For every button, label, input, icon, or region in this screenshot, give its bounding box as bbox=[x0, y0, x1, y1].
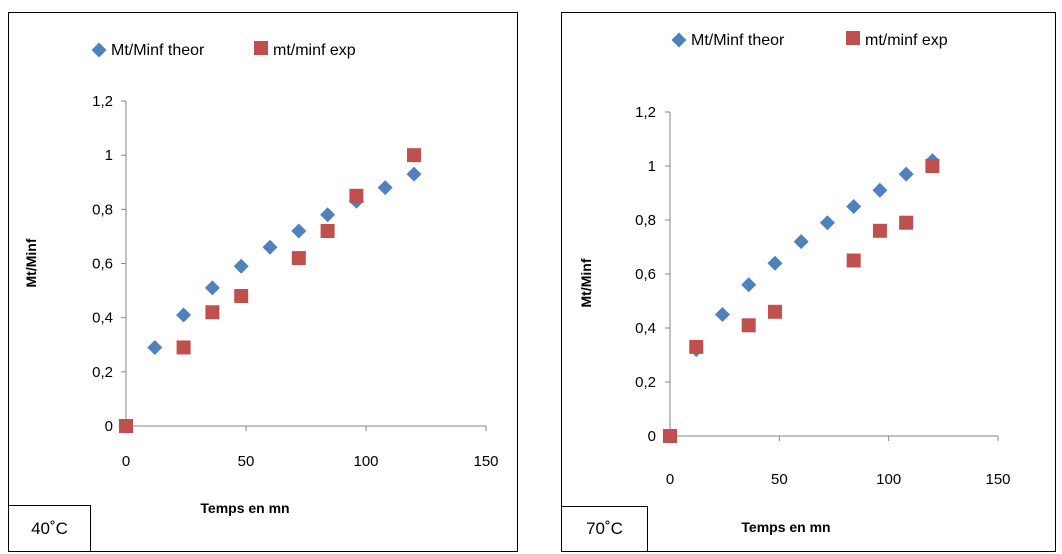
exp-data-point bbox=[119, 419, 133, 433]
theor-data-point bbox=[377, 180, 393, 196]
exp-data-point bbox=[320, 224, 335, 238]
legend-exp-label: mt/minf exp bbox=[865, 32, 948, 49]
y-tick-label: 0,8 bbox=[92, 201, 113, 218]
y-axis-title: Mt/Minf bbox=[23, 238, 39, 287]
theor-data-point bbox=[262, 239, 278, 255]
chart-svg-right: 0 0,2 0,4 0,6 0,8 1 1,2 0 50 100 150 Temps en mn Mt/… bbox=[578, 31, 1011, 535]
y-tick-label: 1 bbox=[105, 147, 113, 164]
exp-data-point bbox=[741, 318, 756, 333]
exp-data-point bbox=[291, 251, 306, 266]
x-tick-label: 150 bbox=[473, 453, 498, 470]
theor-data-point bbox=[846, 199, 862, 214]
legend-exp-marker bbox=[254, 41, 268, 55]
theor-data-point bbox=[767, 255, 783, 271]
legend-theor-marker bbox=[671, 32, 687, 48]
exp-data-point bbox=[663, 429, 677, 443]
y-tick-label: 0,2 bbox=[92, 364, 113, 381]
x-tick-label: 50 bbox=[238, 453, 255, 470]
exp-data-point bbox=[205, 305, 220, 320]
x-tick-label: 50 bbox=[771, 471, 788, 488]
theor-data-point bbox=[741, 277, 757, 293]
exp-data-point bbox=[767, 304, 782, 319]
exp-data-point bbox=[407, 148, 421, 163]
exp-data-point bbox=[846, 253, 861, 268]
theor-data-point bbox=[819, 215, 835, 231]
legend-theor-label: Mt/Minf theor bbox=[691, 32, 785, 49]
exp-data-point bbox=[176, 340, 191, 355]
y-tick-label: 0 bbox=[648, 428, 656, 445]
chart-panel-70c: 0 0,2 0,4 0,6 0,8 1 1,2 0 50 100 150 Temps en mn Mt/… bbox=[561, 12, 1056, 552]
x-axis-title: Temps en mn bbox=[200, 500, 289, 516]
x-tick-label: 100 bbox=[353, 453, 378, 470]
y-tick-label: 0,4 bbox=[92, 310, 113, 327]
exp-data-point bbox=[234, 289, 249, 303]
exp-data-point bbox=[349, 188, 364, 203]
y-tick-label: 0,4 bbox=[635, 320, 656, 337]
theor-data-point bbox=[147, 339, 163, 355]
x-tick-label: 100 bbox=[876, 471, 901, 488]
y-tick-label: 1 bbox=[648, 158, 656, 175]
theor-data-point bbox=[872, 182, 888, 198]
theor-data-point bbox=[406, 166, 422, 182]
exp-data-point bbox=[925, 159, 940, 173]
exp-data-point bbox=[689, 339, 704, 354]
temperature-label: 40˚C bbox=[31, 518, 68, 538]
y-tick-label: 1,2 bbox=[635, 104, 656, 121]
theor-data-point bbox=[176, 307, 192, 323]
y-tick-label: 0 bbox=[105, 418, 113, 435]
theor-data-point bbox=[898, 166, 914, 182]
y-tick-label: 0,6 bbox=[92, 256, 113, 273]
exp-data-point bbox=[872, 223, 887, 238]
exp-data-point bbox=[899, 215, 914, 230]
theor-data-point bbox=[714, 307, 730, 322]
y-tick-label: 1,2 bbox=[92, 93, 113, 110]
x-tick-label: 150 bbox=[985, 471, 1010, 488]
y-tick-label: 0,6 bbox=[635, 266, 656, 283]
theor-data-point bbox=[320, 207, 336, 223]
temperature-label-box: 70˚C bbox=[561, 506, 648, 552]
legend-exp-label: mt/minf exp bbox=[273, 42, 356, 59]
temperature-label-box: 40˚C bbox=[8, 505, 91, 552]
legend-theor-label: Mt/Minf theor bbox=[111, 42, 205, 59]
x-tick-label: 0 bbox=[666, 471, 674, 488]
y-tick-label: 0,2 bbox=[635, 374, 656, 391]
temperature-label: 70˚C bbox=[586, 519, 623, 538]
theor-data-point bbox=[291, 223, 307, 239]
theor-data-point bbox=[233, 258, 249, 274]
y-tick-label: 0,8 bbox=[635, 212, 656, 229]
x-axis-title: Temps en mn bbox=[741, 519, 830, 535]
legend-exp-marker bbox=[846, 31, 860, 45]
chart-panel-40c: 0 0,2 0,4 0,6 0,8 1 1,2 0 50 100 150 Temps en mn Mt/… bbox=[8, 12, 518, 552]
legend-theor-marker bbox=[91, 42, 107, 58]
y-axis-title: Mt/Minf bbox=[578, 258, 594, 307]
theor-data-point bbox=[204, 280, 220, 296]
x-tick-label: 0 bbox=[122, 453, 130, 470]
chart-svg-left: 0 0,2 0,4 0,6 0,8 1 1,2 0 50 100 150 Temps en mn Mt/… bbox=[23, 41, 499, 516]
theor-data-point bbox=[793, 234, 809, 250]
